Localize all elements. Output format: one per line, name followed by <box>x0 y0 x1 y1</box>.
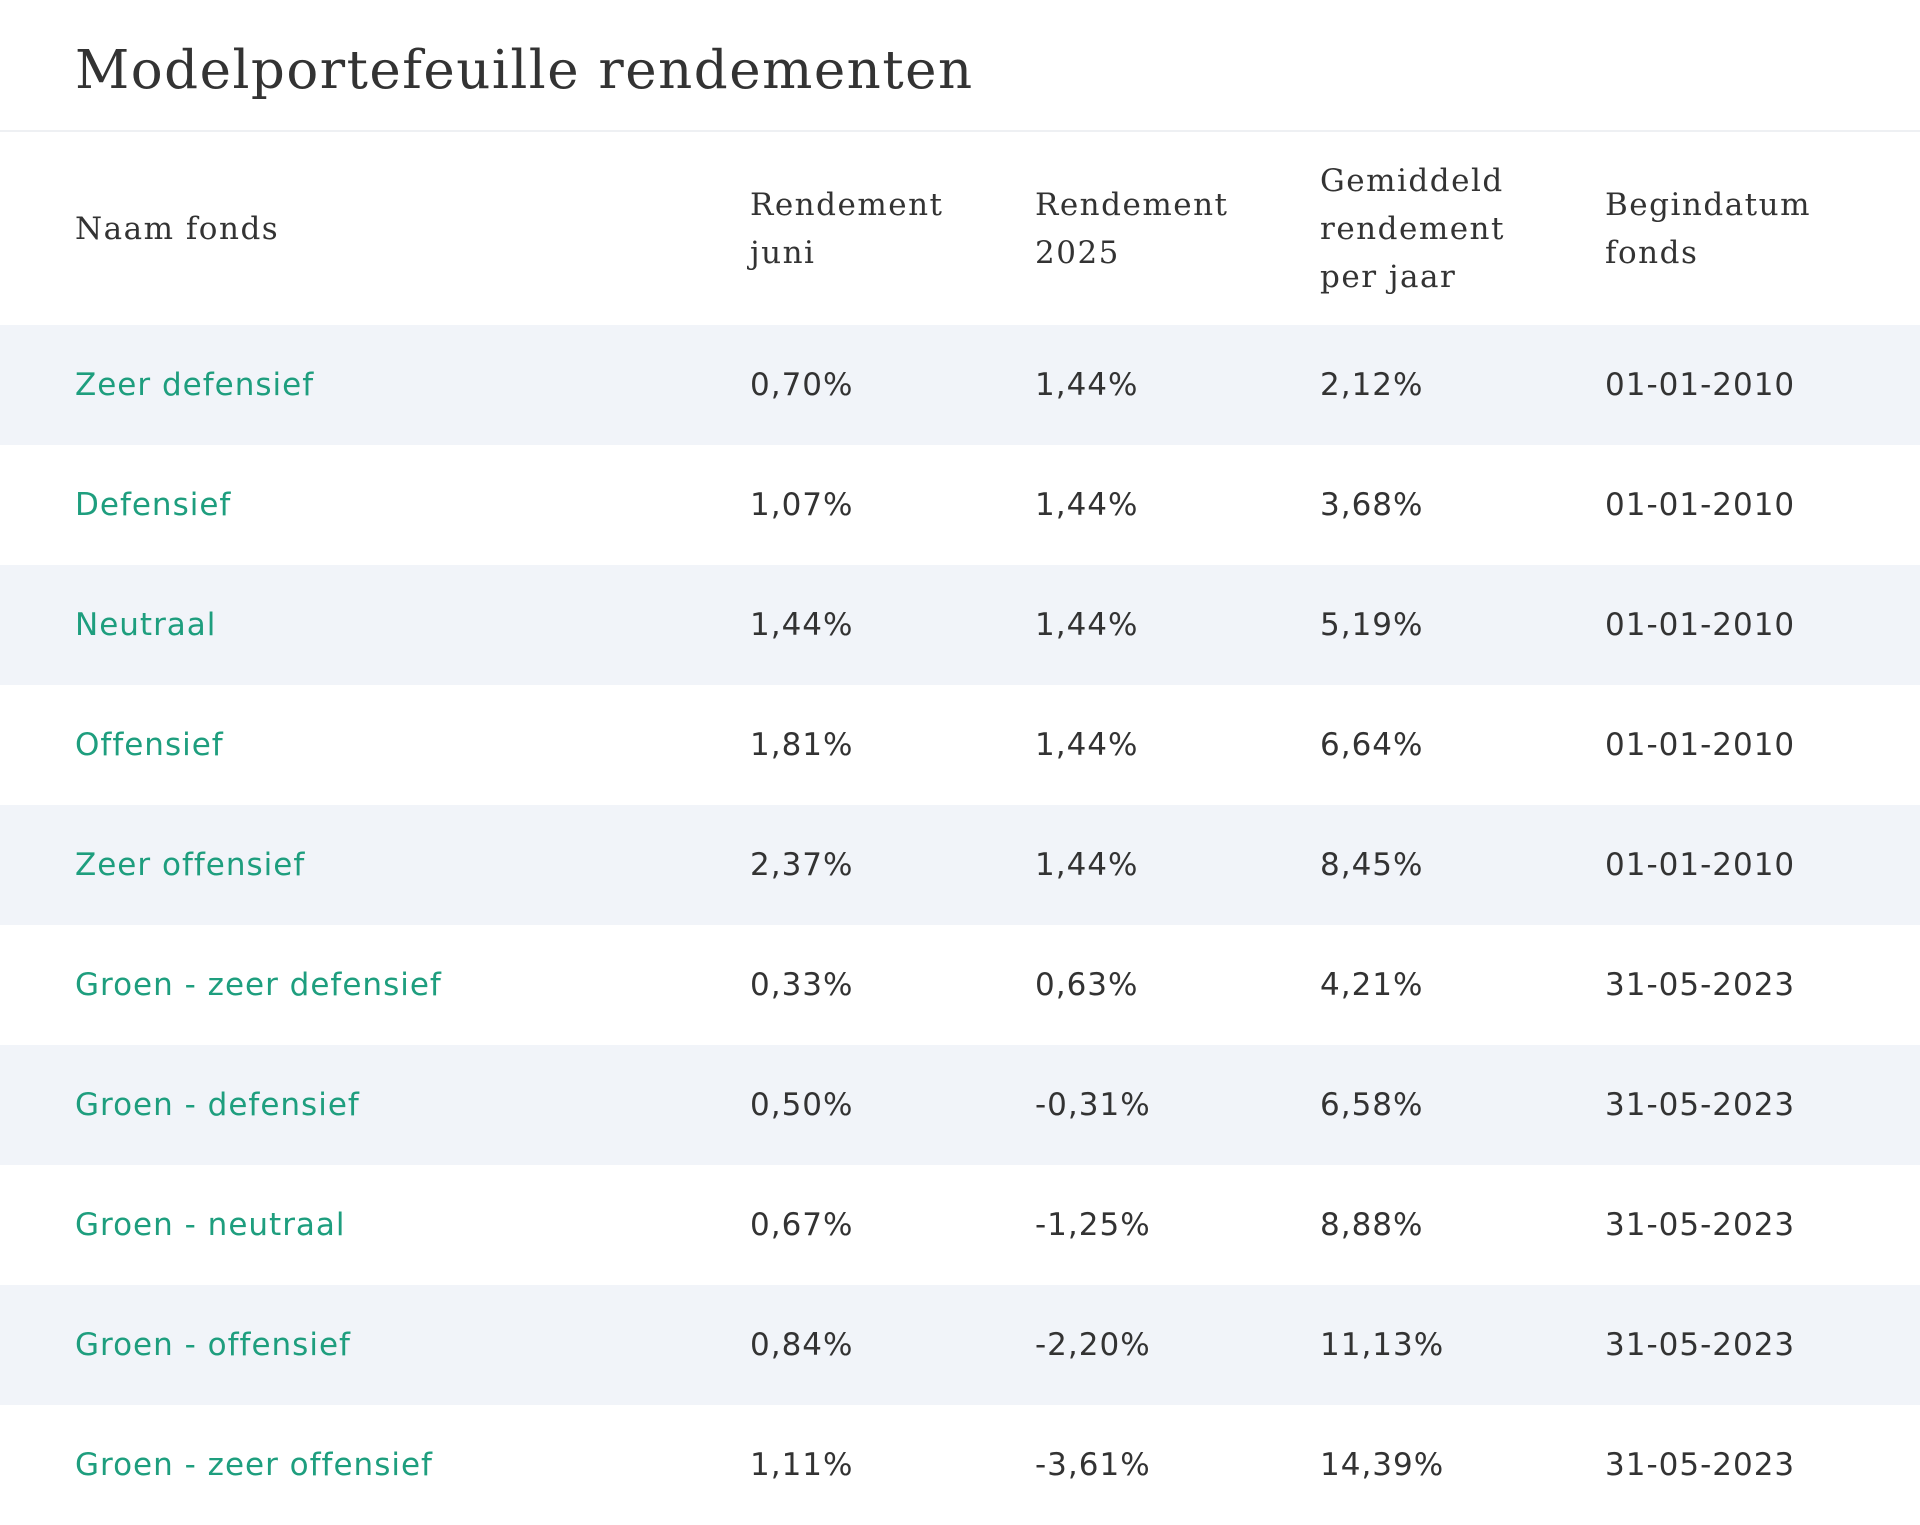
column-header-return-june: Rendement juni <box>750 186 944 271</box>
column-header-start-date: Begindatum fonds <box>1605 186 1811 271</box>
fund-name-link[interactable]: Groen - zeer offensief <box>75 1447 433 1483</box>
fund-name-link[interactable]: Offensief <box>75 727 224 763</box>
return-2025-cell: 0,63% <box>1035 967 1139 1003</box>
fund-name-link[interactable]: Zeer offensief <box>75 847 306 883</box>
return-2025-cell: -0,31% <box>1035 1087 1151 1123</box>
average-return-cell: 3,68% <box>1320 487 1424 523</box>
return-june-cell: 1,81% <box>750 727 854 763</box>
table-row: Groen - zeer offensief 1,11% -3,61% 14,3… <box>0 1405 1920 1525</box>
average-return-cell: 4,21% <box>1320 967 1424 1003</box>
table-row: Neutraal 1,44% 1,44% 5,19% 01-01-2010 <box>0 565 1920 685</box>
fund-name-link[interactable]: Groen - zeer defensief <box>75 967 442 1003</box>
return-2025-cell: -1,25% <box>1035 1207 1151 1243</box>
return-2025-cell: 1,44% <box>1035 487 1139 523</box>
fund-name-link[interactable]: Groen - offensief <box>75 1327 351 1363</box>
returns-table: Naam fonds Rendement juni Rendement 2025… <box>0 132 1920 1525</box>
start-date-cell: 01-01-2010 <box>1605 367 1796 403</box>
fund-name-link[interactable]: Groen - neutraal <box>75 1207 346 1243</box>
fund-name-link[interactable]: Zeer defensief <box>75 367 315 403</box>
return-june-cell: 1,44% <box>750 607 854 643</box>
page-title: Modelportefeuille rendementen <box>75 40 974 101</box>
table-row: Zeer defensief 0,70% 1,44% 2,12% 01-01-2… <box>0 325 1920 445</box>
return-june-cell: 0,67% <box>750 1207 854 1243</box>
return-2025-cell: 1,44% <box>1035 607 1139 643</box>
start-date-cell: 31-05-2023 <box>1605 1447 1796 1483</box>
fund-name-link[interactable]: Groen - defensief <box>75 1087 360 1123</box>
average-return-cell: 11,13% <box>1320 1327 1445 1363</box>
fund-name-link[interactable]: Defensief <box>75 487 232 523</box>
return-2025-cell: -3,61% <box>1035 1447 1151 1483</box>
start-date-cell: 01-01-2010 <box>1605 847 1796 883</box>
page-header: Modelportefeuille rendementen <box>0 0 1920 132</box>
average-return-cell: 2,12% <box>1320 367 1424 403</box>
table-row: Offensief 1,81% 1,44% 6,64% 01-01-2010 <box>0 685 1920 805</box>
table-row: Groen - zeer defensief 0,33% 0,63% 4,21%… <box>0 925 1920 1045</box>
return-2025-cell: 1,44% <box>1035 367 1139 403</box>
fund-name-link[interactable]: Neutraal <box>75 607 217 643</box>
start-date-cell: 01-01-2010 <box>1605 727 1796 763</box>
return-june-cell: 0,84% <box>750 1327 854 1363</box>
average-return-cell: 8,88% <box>1320 1207 1424 1243</box>
table-row: Zeer offensief 2,37% 1,44% 8,45% 01-01-2… <box>0 805 1920 925</box>
average-return-cell: 5,19% <box>1320 607 1424 643</box>
start-date-cell: 01-01-2010 <box>1605 607 1796 643</box>
table-row: Groen - offensief 0,84% -2,20% 11,13% 31… <box>0 1285 1920 1405</box>
start-date-cell: 31-05-2023 <box>1605 1207 1796 1243</box>
table-row: Groen - neutraal 0,67% -1,25% 8,88% 31-0… <box>0 1165 1920 1285</box>
return-2025-cell: 1,44% <box>1035 727 1139 763</box>
return-june-cell: 1,11% <box>750 1447 854 1483</box>
average-return-cell: 14,39% <box>1320 1447 1445 1483</box>
average-return-cell: 6,64% <box>1320 727 1424 763</box>
return-june-cell: 1,07% <box>750 487 854 523</box>
average-return-cell: 6,58% <box>1320 1087 1424 1123</box>
table-row: Groen - defensief 0,50% -0,31% 6,58% 31-… <box>0 1045 1920 1165</box>
return-june-cell: 0,33% <box>750 967 854 1003</box>
start-date-cell: 31-05-2023 <box>1605 1087 1796 1123</box>
return-2025-cell: 1,44% <box>1035 847 1139 883</box>
return-2025-cell: -2,20% <box>1035 1327 1151 1363</box>
return-june-cell: 0,50% <box>750 1087 854 1123</box>
start-date-cell: 31-05-2023 <box>1605 967 1796 1003</box>
average-return-cell: 8,45% <box>1320 847 1424 883</box>
return-june-cell: 0,70% <box>750 367 854 403</box>
column-header-fund-name: Naam fonds <box>75 210 280 247</box>
column-header-return-2025: Rendement 2025 <box>1035 186 1229 271</box>
start-date-cell: 01-01-2010 <box>1605 487 1796 523</box>
return-june-cell: 2,37% <box>750 847 854 883</box>
table-row: Defensief 1,07% 1,44% 3,68% 01-01-2010 <box>0 445 1920 565</box>
table-header-row: Naam fonds Rendement juni Rendement 2025… <box>0 132 1920 325</box>
start-date-cell: 31-05-2023 <box>1605 1327 1796 1363</box>
column-header-average-annual-return: Gemiddeld rendement per jaar <box>1320 162 1505 295</box>
